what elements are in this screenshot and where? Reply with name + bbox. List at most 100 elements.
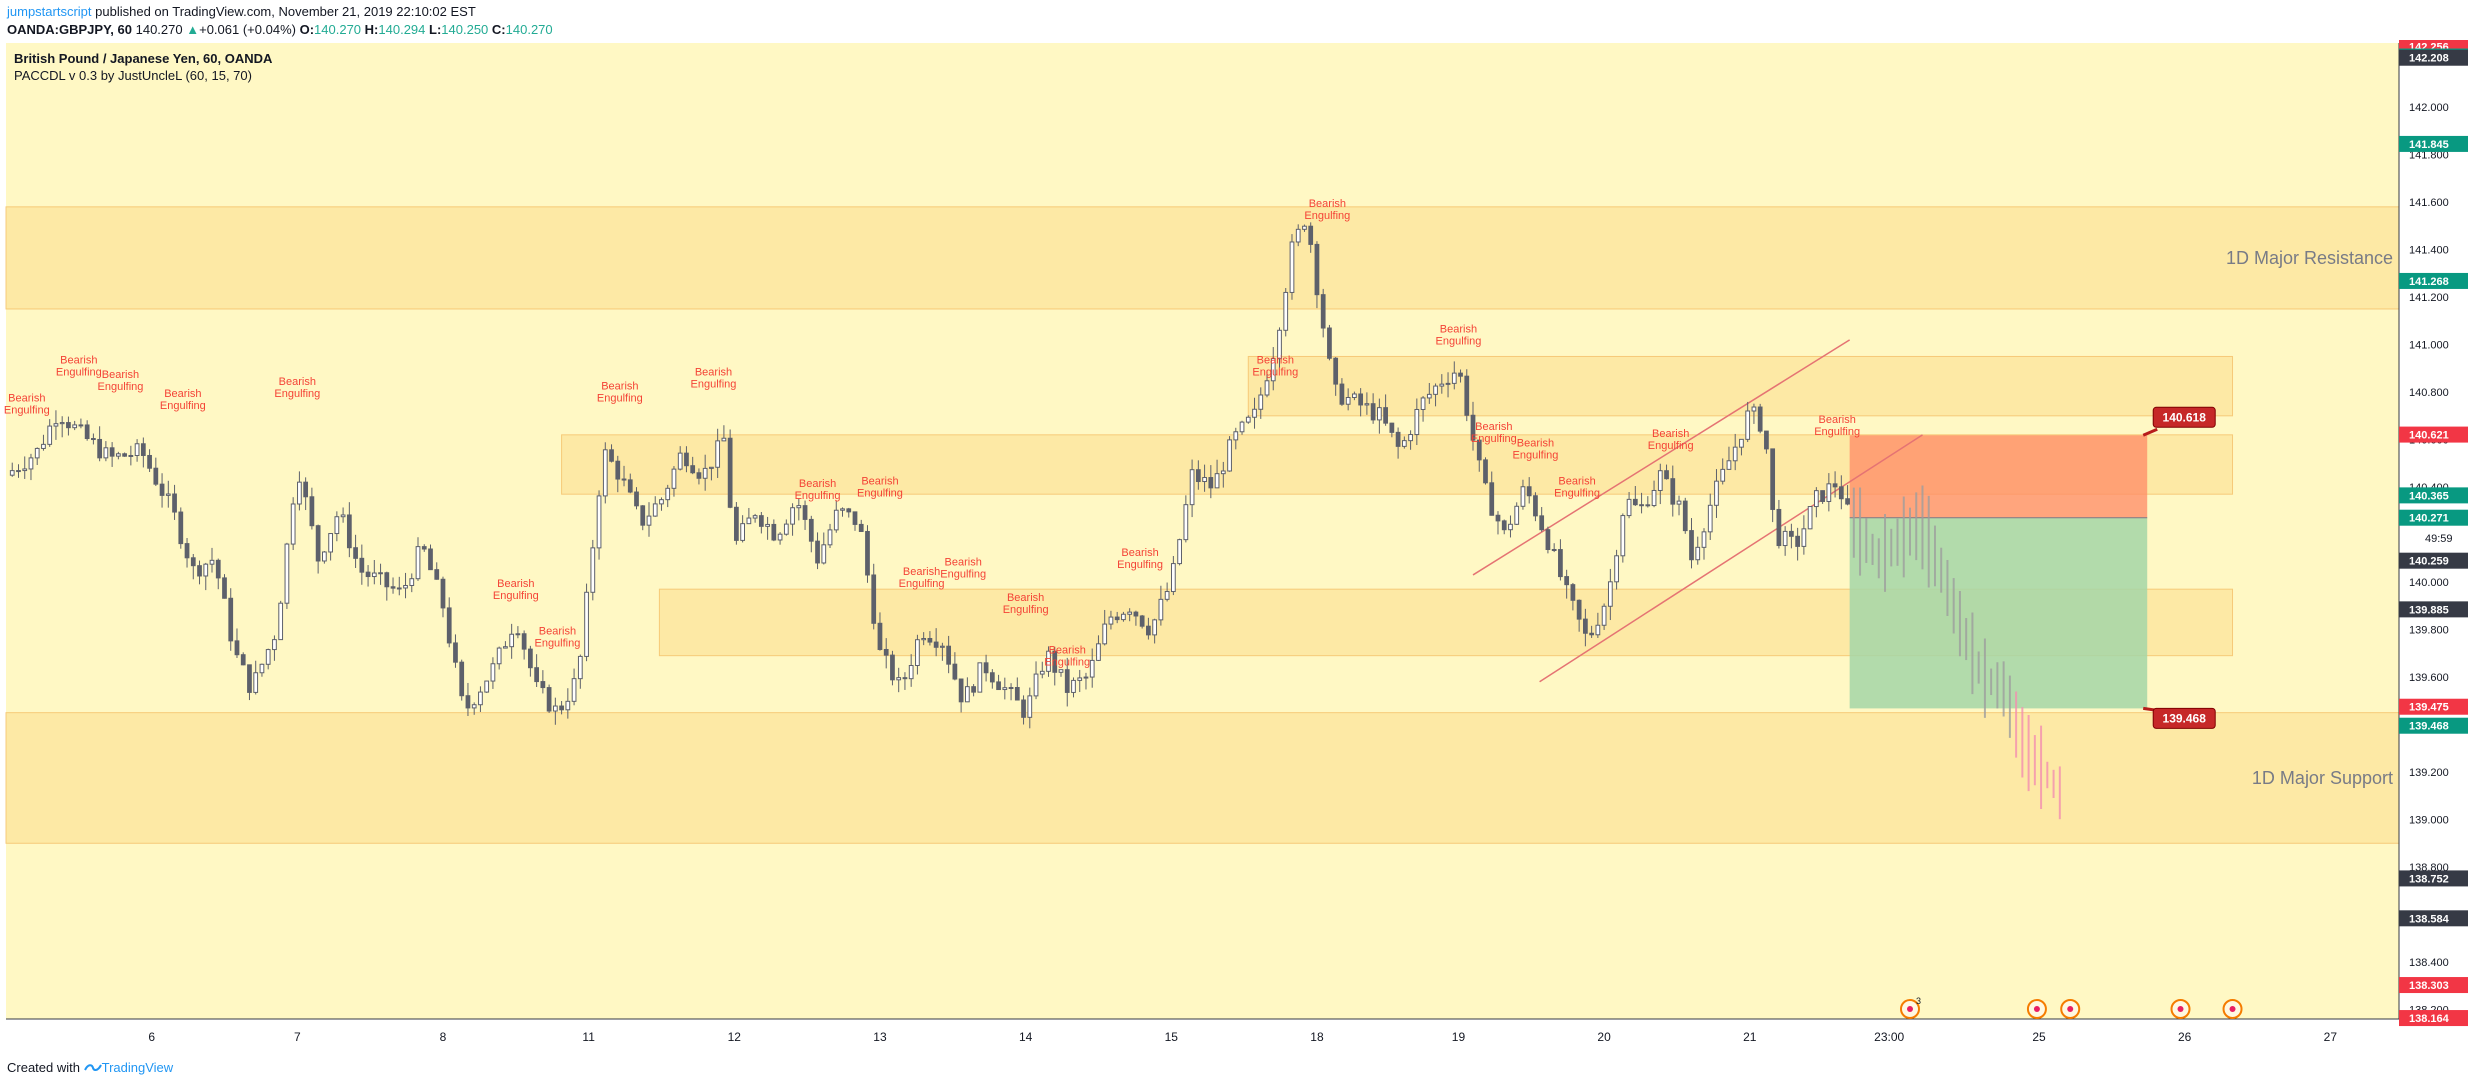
pattern-label-line: Bearish xyxy=(1517,438,1554,450)
price-chart[interactable]: 1D Major Resistance 1D Major Support 140.… xyxy=(0,40,2468,1055)
pattern-label-line: Bearish xyxy=(497,578,534,590)
price-label-box xyxy=(2399,426,2468,443)
pattern-label-line: Bearish xyxy=(1440,324,1477,336)
candle-body xyxy=(159,483,165,496)
event-markers[interactable]: 3 xyxy=(1899,996,2243,1019)
candle-body xyxy=(1508,523,1513,531)
channel-line[interactable] xyxy=(1539,434,1923,683)
time-axis[interactable]: 6 7 8 11 12 13 14 15 18 19 20 21 23:00 25 26 27 xyxy=(6,1018,2399,1044)
candle-body xyxy=(1776,508,1782,547)
candle-body xyxy=(896,677,902,681)
candle-body xyxy=(746,517,752,525)
candle-body xyxy=(515,633,521,636)
candle-body xyxy=(846,508,852,513)
price-axis[interactable]: 142.000 141.800 141.600 141.400 141.200 141.0… xyxy=(2398,40,2468,1027)
target-callout-box[interactable] xyxy=(2152,707,2216,729)
candle-body xyxy=(16,470,21,473)
candle-body xyxy=(565,700,571,711)
candle-body xyxy=(1476,439,1482,461)
candle-body xyxy=(1046,650,1051,672)
time-tick-label: 25 xyxy=(2032,1030,2046,1044)
change-value: +0.061 (+0.04%) xyxy=(199,22,296,37)
candle-body xyxy=(1108,616,1114,625)
price-label: 140.621 xyxy=(2409,430,2449,442)
candle-body xyxy=(1320,294,1326,329)
candle-body xyxy=(752,515,758,519)
candle-body xyxy=(409,578,415,586)
candle-body xyxy=(1583,618,1588,634)
candle-body xyxy=(1158,598,1164,621)
candle-body xyxy=(634,491,639,507)
price-label: 140.259 xyxy=(2409,556,2449,568)
candle-body xyxy=(559,705,564,711)
channel[interactable] xyxy=(1472,339,1923,683)
stop-zone[interactable] xyxy=(1849,435,2148,518)
candle-body xyxy=(1726,460,1732,470)
candle-body xyxy=(1520,486,1526,507)
pattern-label-line: Bearish xyxy=(945,556,982,568)
candle-body xyxy=(1408,434,1413,442)
candle-body xyxy=(1645,504,1651,507)
symbol-label: OANDA:GBPJPY, 60 xyxy=(7,22,132,37)
candle-body xyxy=(1689,530,1694,561)
candle-body xyxy=(1333,357,1339,385)
candle-body xyxy=(1364,403,1370,406)
pattern-label-line: Bearish xyxy=(1257,355,1294,367)
up-arrow-icon: ▲ xyxy=(186,22,200,37)
candles xyxy=(9,222,1850,729)
candle-body xyxy=(808,518,814,542)
candle-body xyxy=(153,467,159,485)
candle-body xyxy=(1832,483,1838,488)
candle-body xyxy=(465,695,471,709)
price-label: 139.475 xyxy=(2409,702,2449,714)
candle-body xyxy=(665,487,671,501)
price-label: 141.845 xyxy=(2409,139,2449,151)
candle-body xyxy=(53,423,59,427)
price-tick-label: 140.000 xyxy=(2409,577,2449,589)
channel-line[interactable] xyxy=(1472,339,1851,576)
candle-body xyxy=(66,422,71,429)
price-label-box xyxy=(2399,49,2468,66)
tradingview-link[interactable]: TradingView xyxy=(101,1060,174,1075)
zone-label: 1D Major Resistance xyxy=(2226,248,2393,268)
position-tool[interactable]: 140.618 139.468 xyxy=(1849,406,2216,729)
stop-callout-box[interactable] xyxy=(2152,406,2216,428)
time-tick-label: 21 xyxy=(1743,1030,1757,1044)
candle-body xyxy=(659,499,664,505)
pattern-label: Bearish Engulfing xyxy=(160,388,206,412)
candle-body xyxy=(671,468,677,489)
candle-body xyxy=(709,466,714,469)
candle-body xyxy=(1314,243,1320,296)
time-tick-label: 19 xyxy=(1452,1030,1466,1044)
candle-body xyxy=(1146,625,1151,636)
pattern-label-line: Engulfing xyxy=(1044,656,1090,668)
pattern-label: Bearish Engulfing xyxy=(493,578,539,602)
author-link[interactable]: jumpstartscript xyxy=(7,4,92,19)
zone-rect[interactable] xyxy=(5,712,2400,844)
candle-body xyxy=(1233,431,1239,441)
pattern-label: Bearish Engulfing xyxy=(857,476,903,500)
high-value: 140.294 xyxy=(378,22,426,37)
pattern-label-line: Engulfing xyxy=(691,378,737,390)
candle-body xyxy=(740,523,746,541)
candle-body xyxy=(459,661,465,697)
price-axis-bg[interactable] xyxy=(2399,43,2468,1019)
zone-rect[interactable] xyxy=(1247,355,2234,417)
pattern-label: Bearish Engulfing xyxy=(1814,414,1860,438)
candle-body xyxy=(690,465,696,474)
countdown-label: 49:59 xyxy=(2425,533,2453,545)
time-tick-label: 13 xyxy=(873,1030,887,1044)
zone-rect[interactable] xyxy=(5,206,2400,310)
candle-body xyxy=(1358,393,1364,406)
candle-body xyxy=(840,508,845,511)
price-label-box xyxy=(2399,717,2468,734)
pattern-label-line: Bearish xyxy=(539,625,576,637)
candle-body xyxy=(434,569,440,580)
candle-body xyxy=(59,422,65,425)
candle-body xyxy=(627,479,633,493)
stop-callout: 140.618 xyxy=(2163,410,2207,424)
candle-body xyxy=(1470,414,1476,441)
target-zone[interactable] xyxy=(1849,517,2148,709)
event-marker-dot xyxy=(2033,1006,2040,1012)
